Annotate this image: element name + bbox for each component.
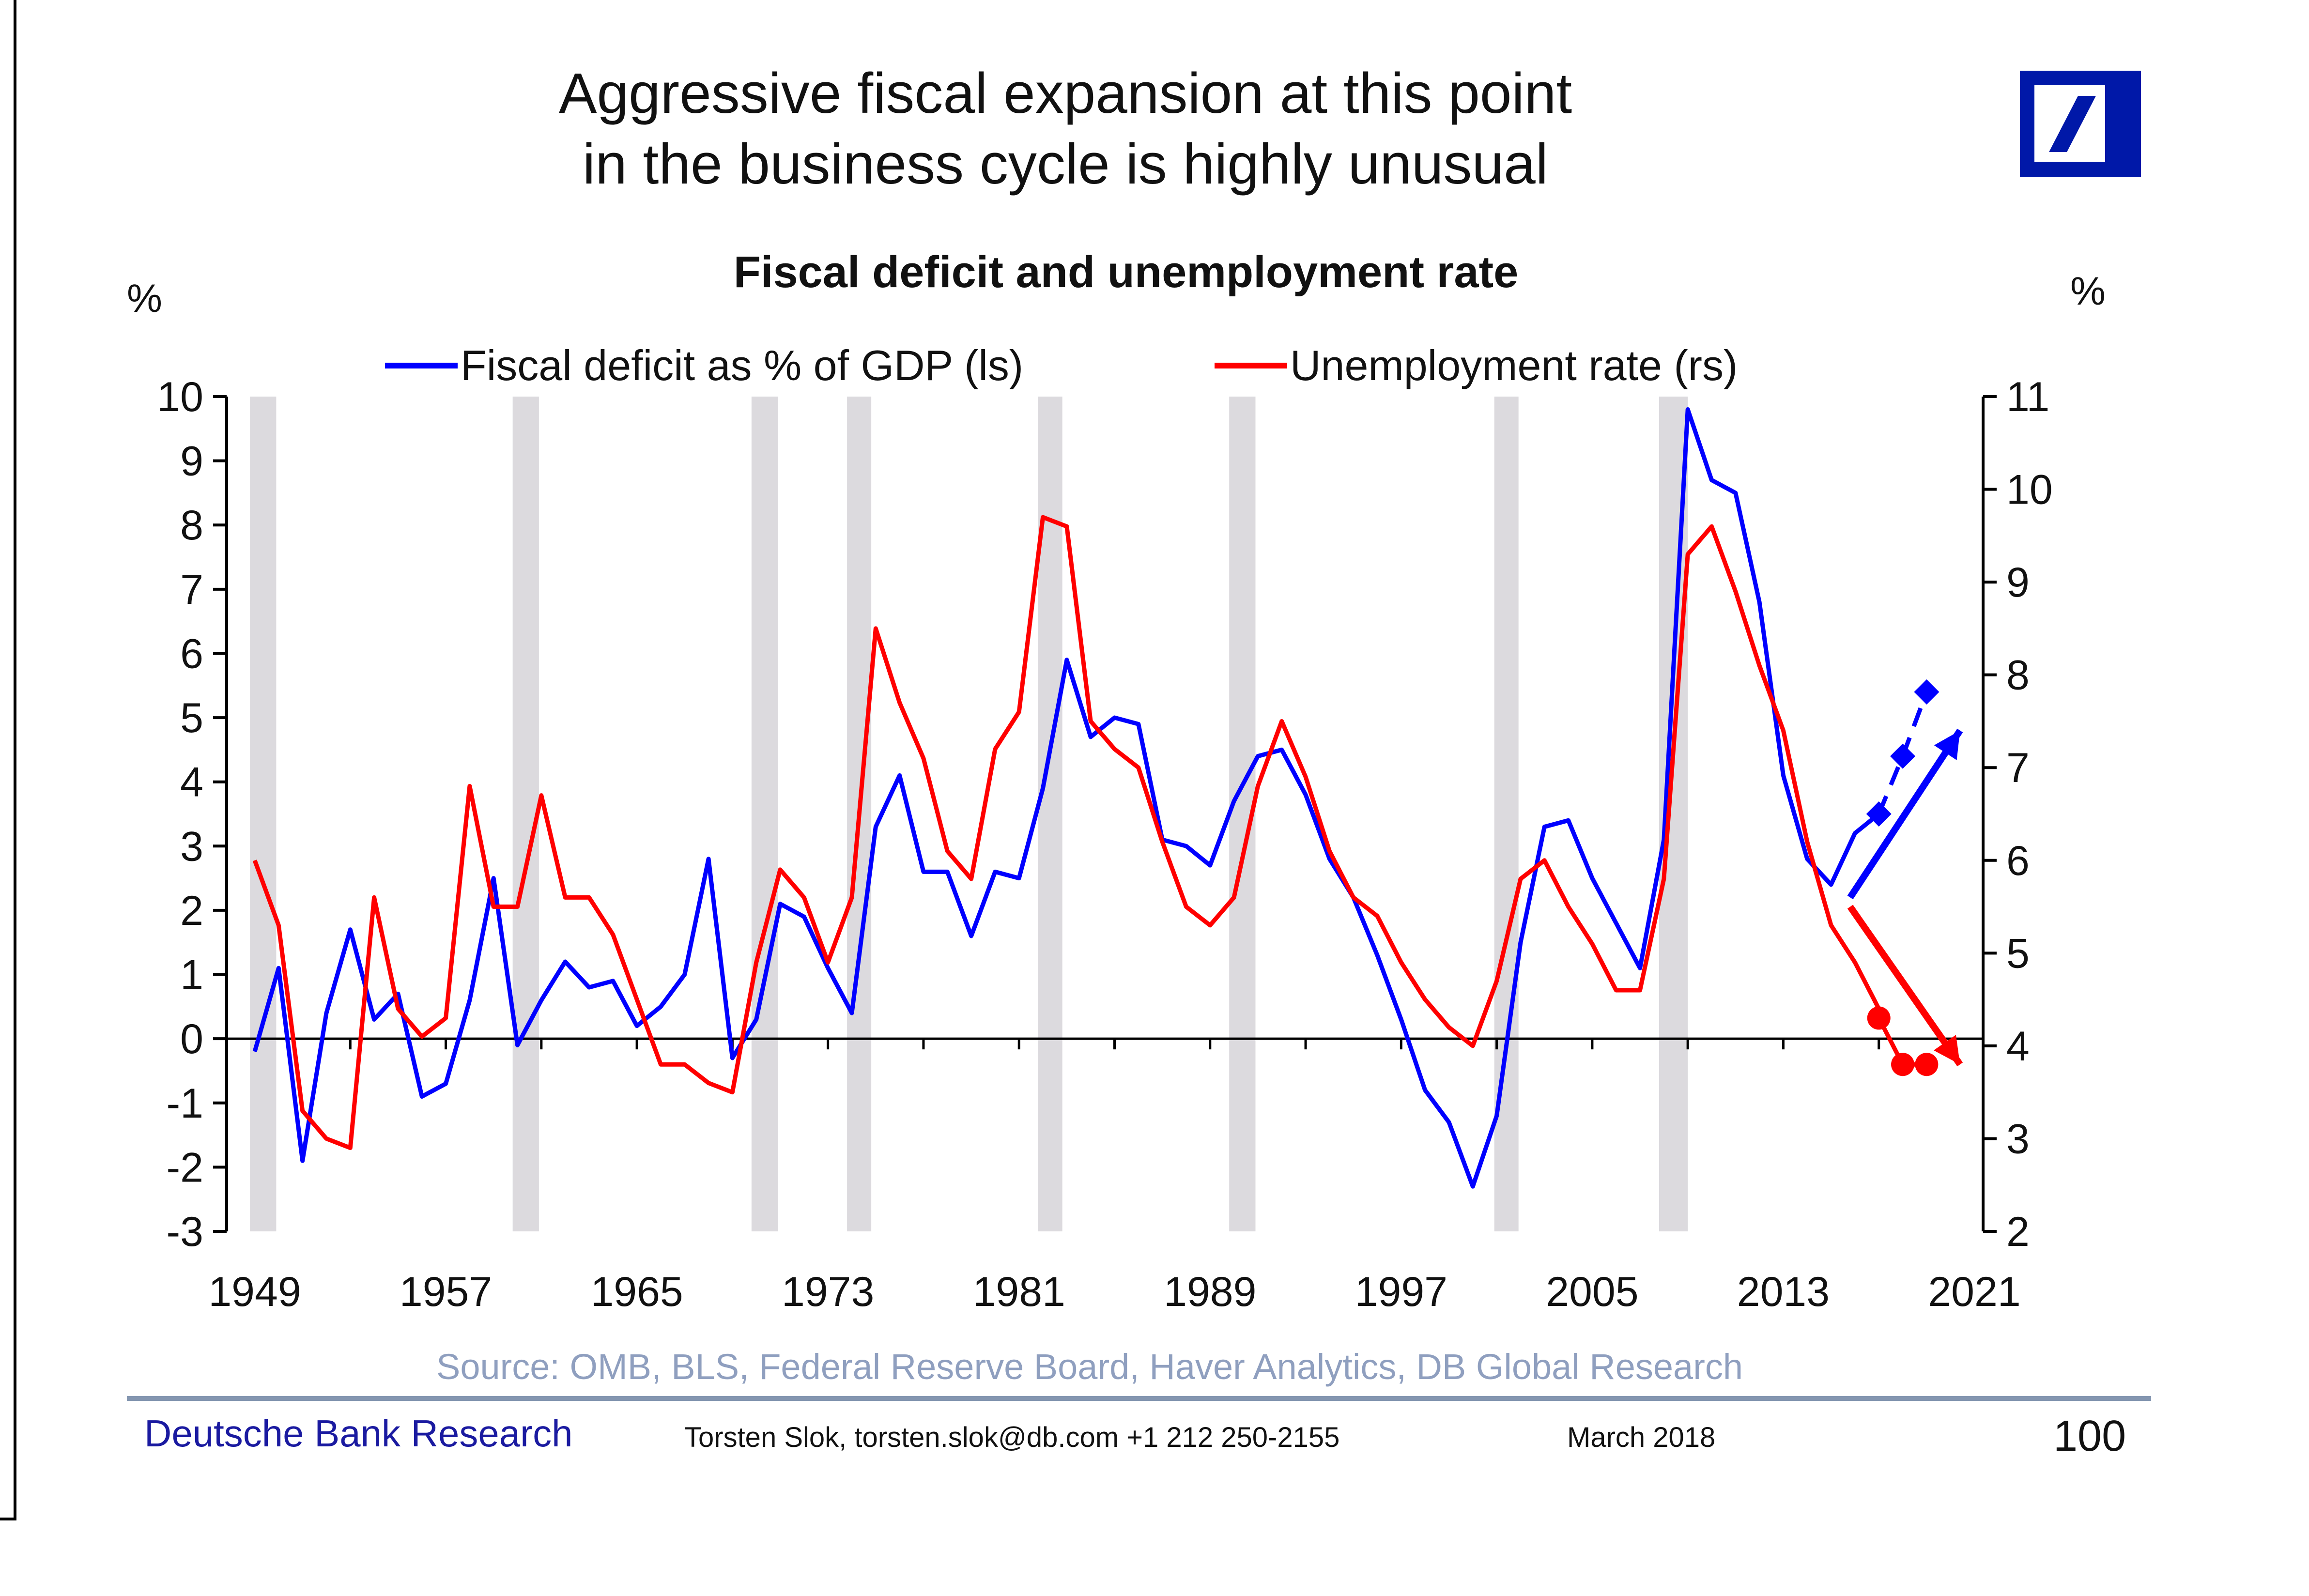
footer-contact: Torsten Slok, torsten.slok@db.com +1 212… [684, 1422, 1340, 1453]
arrow-head-icon [1934, 730, 1960, 760]
source-note: Source: OMB, BLS, Federal Reserve Board,… [436, 1347, 1743, 1387]
fiscal-deficit-line [252, 407, 1880, 1189]
recession-bar [751, 397, 778, 1231]
legend-label-unemployment: Unemployment rate (rs) [1290, 341, 1738, 389]
projection-circle-marker [1891, 1053, 1915, 1076]
title-line-1: Aggressive fiscal expansion at this poin… [558, 61, 1572, 125]
x-tick-label: 1989 [1164, 1269, 1256, 1315]
footer-divider [127, 1396, 2151, 1401]
left-tick-label: 0 [180, 1016, 203, 1062]
x-tick-label: 1981 [973, 1269, 1065, 1315]
fiscal-deficit-projection-line [1877, 691, 1929, 815]
left-tick-label: 3 [180, 823, 203, 870]
projection-circle-marker [1867, 1006, 1891, 1030]
page-border-foot [0, 1518, 16, 1520]
right-axis-unit: % [2070, 269, 2106, 313]
left-tick-label: -2 [167, 1144, 203, 1191]
left-axis-unit: % [127, 276, 162, 321]
chart-title: Fiscal deficit and unemployment rate [733, 247, 1519, 297]
page-number: 100 [2053, 1412, 2126, 1460]
right-tick-label: 8 [2006, 652, 2030, 699]
left-tick-label: -1 [167, 1080, 203, 1127]
left-tick-label: 5 [180, 695, 203, 741]
left-tick-label: -3 [167, 1209, 203, 1255]
footer-brand: Deutsche Bank Research [144, 1412, 573, 1455]
right-tick-label: 9 [2006, 559, 2030, 606]
projection-diamond-marker [1866, 801, 1892, 827]
footer-date: March 2018 [1567, 1422, 1716, 1453]
left-tick-label: 8 [180, 502, 203, 549]
legend-label-fiscal-deficit: Fiscal deficit as % of GDP (ls) [461, 341, 1024, 389]
x-tick-label: 1997 [1355, 1269, 1447, 1315]
right-tick-label: 3 [2006, 1116, 2030, 1162]
projection-diamond-marker [1914, 679, 1940, 705]
fiscal-trend-arrow [1847, 728, 1963, 900]
slide-title: Aggressive fiscal expansion at this poin… [339, 58, 1792, 200]
unemployment-trend-arrow [1847, 905, 1963, 1067]
page-left-border [14, 0, 16, 1520]
left-tick-label: 10 [157, 374, 203, 420]
x-tick-label: 1973 [782, 1269, 874, 1315]
left-tick-label: 4 [180, 759, 203, 806]
right-tick-label: 11 [2006, 374, 2049, 420]
deutsche-bank-logo-icon [2020, 71, 2141, 177]
x-tick-label: 2005 [1546, 1269, 1638, 1315]
left-tick-label: 6 [180, 630, 203, 677]
legend-item-fiscal-deficit: Fiscal deficit as % of GDP (ls) [385, 339, 1023, 392]
x-tick-label: 1965 [590, 1269, 683, 1315]
arrow-head-icon [1933, 1035, 1960, 1065]
x-tick-label: 2013 [1737, 1269, 1830, 1315]
unemployment-line [252, 515, 1881, 1151]
left-tick-label: 2 [180, 888, 203, 934]
projection-circle-marker [1915, 1053, 1939, 1076]
left-tick-label: 7 [180, 567, 203, 613]
right-tick-label: 2 [2006, 1209, 2030, 1255]
right-tick-label: 4 [2006, 1023, 2030, 1070]
axes [213, 395, 1997, 1233]
recession-bars [250, 397, 1688, 1231]
x-tick-label: 1949 [208, 1269, 301, 1315]
right-tick-label: 6 [2006, 838, 2030, 884]
x-tick-label: 1957 [400, 1269, 492, 1315]
right-tick-label: 7 [2006, 745, 2030, 791]
x-tick-label: 2021 [1928, 1269, 2020, 1315]
recession-bar [250, 397, 277, 1231]
right-tick-label: 10 [2006, 467, 2053, 513]
legend-swatch-blue [385, 363, 458, 368]
legend-item-unemployment: Unemployment rate (rs) [1215, 339, 1738, 392]
right-tick-label: 5 [2006, 930, 2030, 977]
left-tick-label: 9 [180, 438, 203, 485]
projections [1847, 679, 1963, 1076]
projection-diamond-marker [1890, 743, 1916, 769]
left-tick-label: 1 [180, 952, 203, 998]
recession-bar [512, 397, 539, 1231]
series-lines [252, 407, 1881, 1189]
title-line-2: in the business cycle is highly unusual [582, 132, 1548, 196]
legend-swatch-red [1215, 363, 1287, 368]
